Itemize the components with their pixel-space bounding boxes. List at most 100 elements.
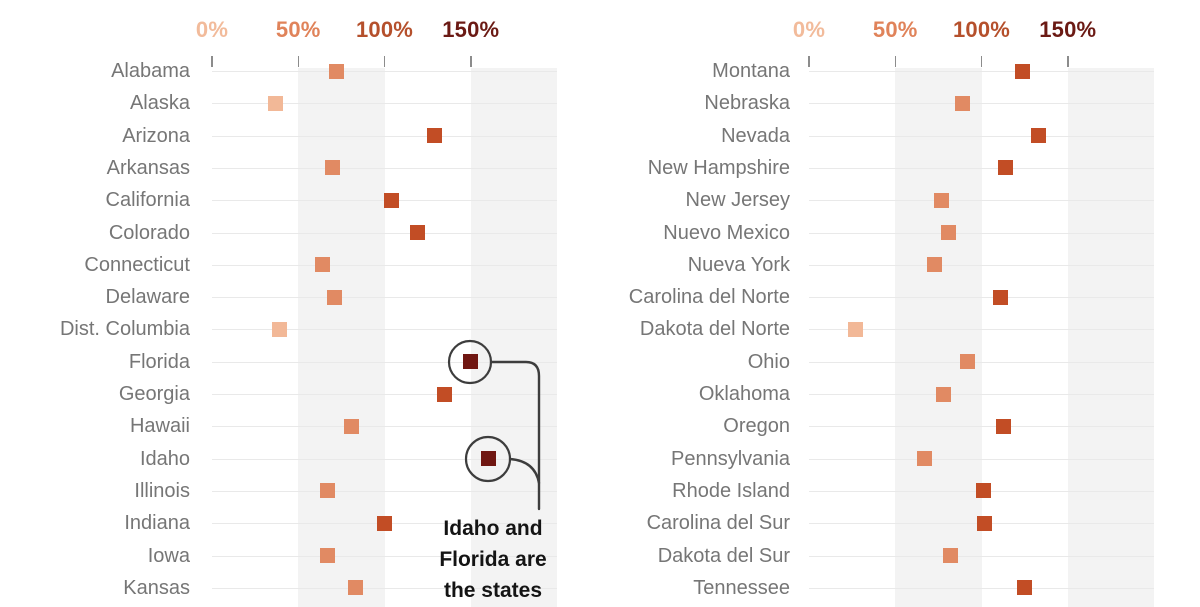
data-point-square: [977, 515, 993, 531]
data-point-square: [383, 192, 399, 208]
row-line: [809, 394, 1154, 395]
data-point-square: [480, 451, 496, 467]
annotation-connector-branch: [508, 457, 541, 485]
data-point-square: [992, 289, 1008, 305]
axis-tick-mark: [470, 56, 472, 67]
axis-tick-label: 50%: [872, 17, 918, 42]
state-label: Nevada: [721, 124, 790, 147]
state-label: Dakota del Sur: [657, 544, 790, 567]
data-point-square: [328, 63, 344, 79]
state-label: New Hampshire: [647, 156, 790, 179]
axis-tick-mark: [1067, 56, 1069, 67]
shaded-band: [895, 68, 982, 607]
state-label: Arkansas: [106, 156, 190, 179]
row-line: [809, 232, 1154, 234]
row-line: [212, 587, 557, 589]
annotation-connector-line: [489, 360, 541, 511]
state-label: Colorado: [108, 221, 190, 244]
data-point-square: [463, 354, 479, 370]
state-label: Delaware: [105, 286, 190, 309]
annotation-text-line: Florida are: [439, 548, 547, 571]
data-point-square: [325, 160, 341, 176]
state-label: Idaho: [139, 447, 190, 470]
state-label: Connecticut: [84, 253, 190, 276]
row-line: [212, 297, 557, 299]
row-line: [809, 426, 1154, 428]
data-point-square: [314, 257, 330, 273]
state-label: Georgia: [118, 383, 190, 405]
row-line: [809, 264, 1154, 266]
axis-tick-mark: [894, 56, 896, 67]
data-point-square: [936, 386, 952, 402]
data-point-square: [320, 483, 336, 499]
row-line: [809, 329, 1154, 331]
state-label: Indiana: [124, 512, 190, 535]
axis-tick-mark: [211, 56, 213, 67]
row-line: [212, 426, 557, 428]
row-line: [809, 555, 1154, 557]
state-label: Nebraska: [704, 92, 790, 115]
row-line: [809, 200, 1154, 202]
row-line: [212, 490, 557, 492]
state-label: Ohio: [747, 350, 790, 373]
row-line: [212, 264, 557, 266]
state-label: Kansas: [123, 576, 190, 599]
row-line: [212, 103, 557, 105]
state-label: Illinois: [134, 479, 190, 502]
florida-highlight-circle-icon: [447, 339, 493, 385]
row-line: [809, 458, 1154, 460]
row-line: [212, 329, 557, 331]
axis-tick-mark: [980, 56, 983, 67]
annotation-text-line: the states: [443, 579, 543, 602]
axis-tick-label: 50%: [275, 17, 321, 42]
data-point-square: [1015, 63, 1031, 79]
state-label: Nueva York: [687, 253, 790, 276]
state-label: Hawaii: [129, 415, 190, 438]
axis-tick-mark: [297, 56, 299, 67]
state-label: Florida: [128, 350, 190, 373]
data-point-square: [927, 257, 943, 273]
row-line: [809, 297, 1154, 299]
data-point-square: [942, 548, 958, 563]
state-label: Oregon: [723, 415, 790, 438]
axis-tick-label: 150%: [442, 17, 500, 42]
data-point-square: [377, 515, 392, 531]
state-label: Dakota del Norte: [639, 318, 790, 341]
data-point-square: [326, 289, 342, 305]
data-point-square: [955, 95, 971, 111]
state-label: Arizona: [122, 124, 190, 147]
row-line: [212, 135, 557, 137]
row-line: [809, 361, 1154, 363]
state-label: New Jersey: [685, 189, 790, 212]
axis-tick-label: 100%: [355, 17, 414, 42]
state-label: Pennsylvania: [671, 447, 790, 470]
data-point-square: [268, 95, 284, 111]
data-point-square: [1030, 128, 1046, 144]
state-label: Tennessee: [693, 576, 790, 599]
data-point-square: [437, 386, 453, 402]
state-label: Nuevo Mexico: [663, 221, 790, 244]
axis-tick-label: 0%: [195, 17, 229, 42]
row-line: [809, 103, 1154, 105]
shaded-band: [298, 68, 385, 607]
row-line: [212, 555, 557, 557]
data-point-square: [941, 225, 957, 240]
data-point-square: [934, 192, 950, 208]
idaho-highlight-circle-icon: [464, 435, 512, 483]
data-point-square: [848, 321, 864, 337]
data-point-square: [427, 128, 443, 144]
shaded-band: [470, 68, 557, 607]
state-label: California: [105, 189, 190, 212]
row-line: [212, 361, 557, 363]
data-point-square: [320, 548, 336, 563]
data-point-square: [409, 225, 425, 240]
row-line: [212, 394, 557, 395]
annotation-text: Idaho and Florida are the states: [425, 513, 561, 606]
annotation-text-line: Idaho and: [443, 517, 543, 540]
state-label: Montana: [712, 60, 790, 82]
shaded-band: [1067, 68, 1154, 607]
